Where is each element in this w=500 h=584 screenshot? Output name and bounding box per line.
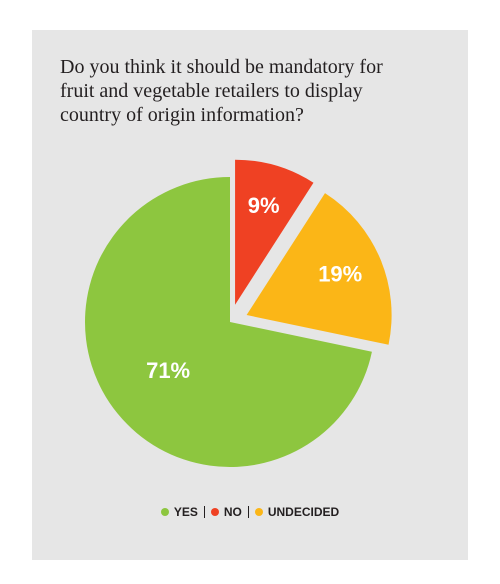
legend-separator	[247, 506, 249, 518]
legend-label: NO	[223, 505, 242, 519]
legend-item: UNDECIDED	[254, 505, 340, 519]
pie-slice	[246, 193, 392, 345]
legend-marker	[210, 508, 219, 516]
data-label: 9%	[248, 193, 280, 218]
legend-separator	[203, 506, 205, 518]
legend-label: YES	[173, 505, 198, 519]
chart-title: Do you think it should be mandatory for …	[60, 56, 383, 126]
pie-slice	[85, 177, 372, 467]
legend-item: NO	[210, 505, 242, 519]
data-label: 19%	[318, 262, 362, 287]
data-label: 71%	[146, 358, 190, 383]
legend-label: UNDECIDED	[267, 505, 340, 519]
legend-item: YES	[160, 505, 198, 519]
legend: YES NO UNDECIDED	[0, 505, 500, 519]
legend-marker	[254, 508, 263, 516]
legend-marker	[160, 508, 169, 516]
pie-slice	[235, 159, 314, 305]
